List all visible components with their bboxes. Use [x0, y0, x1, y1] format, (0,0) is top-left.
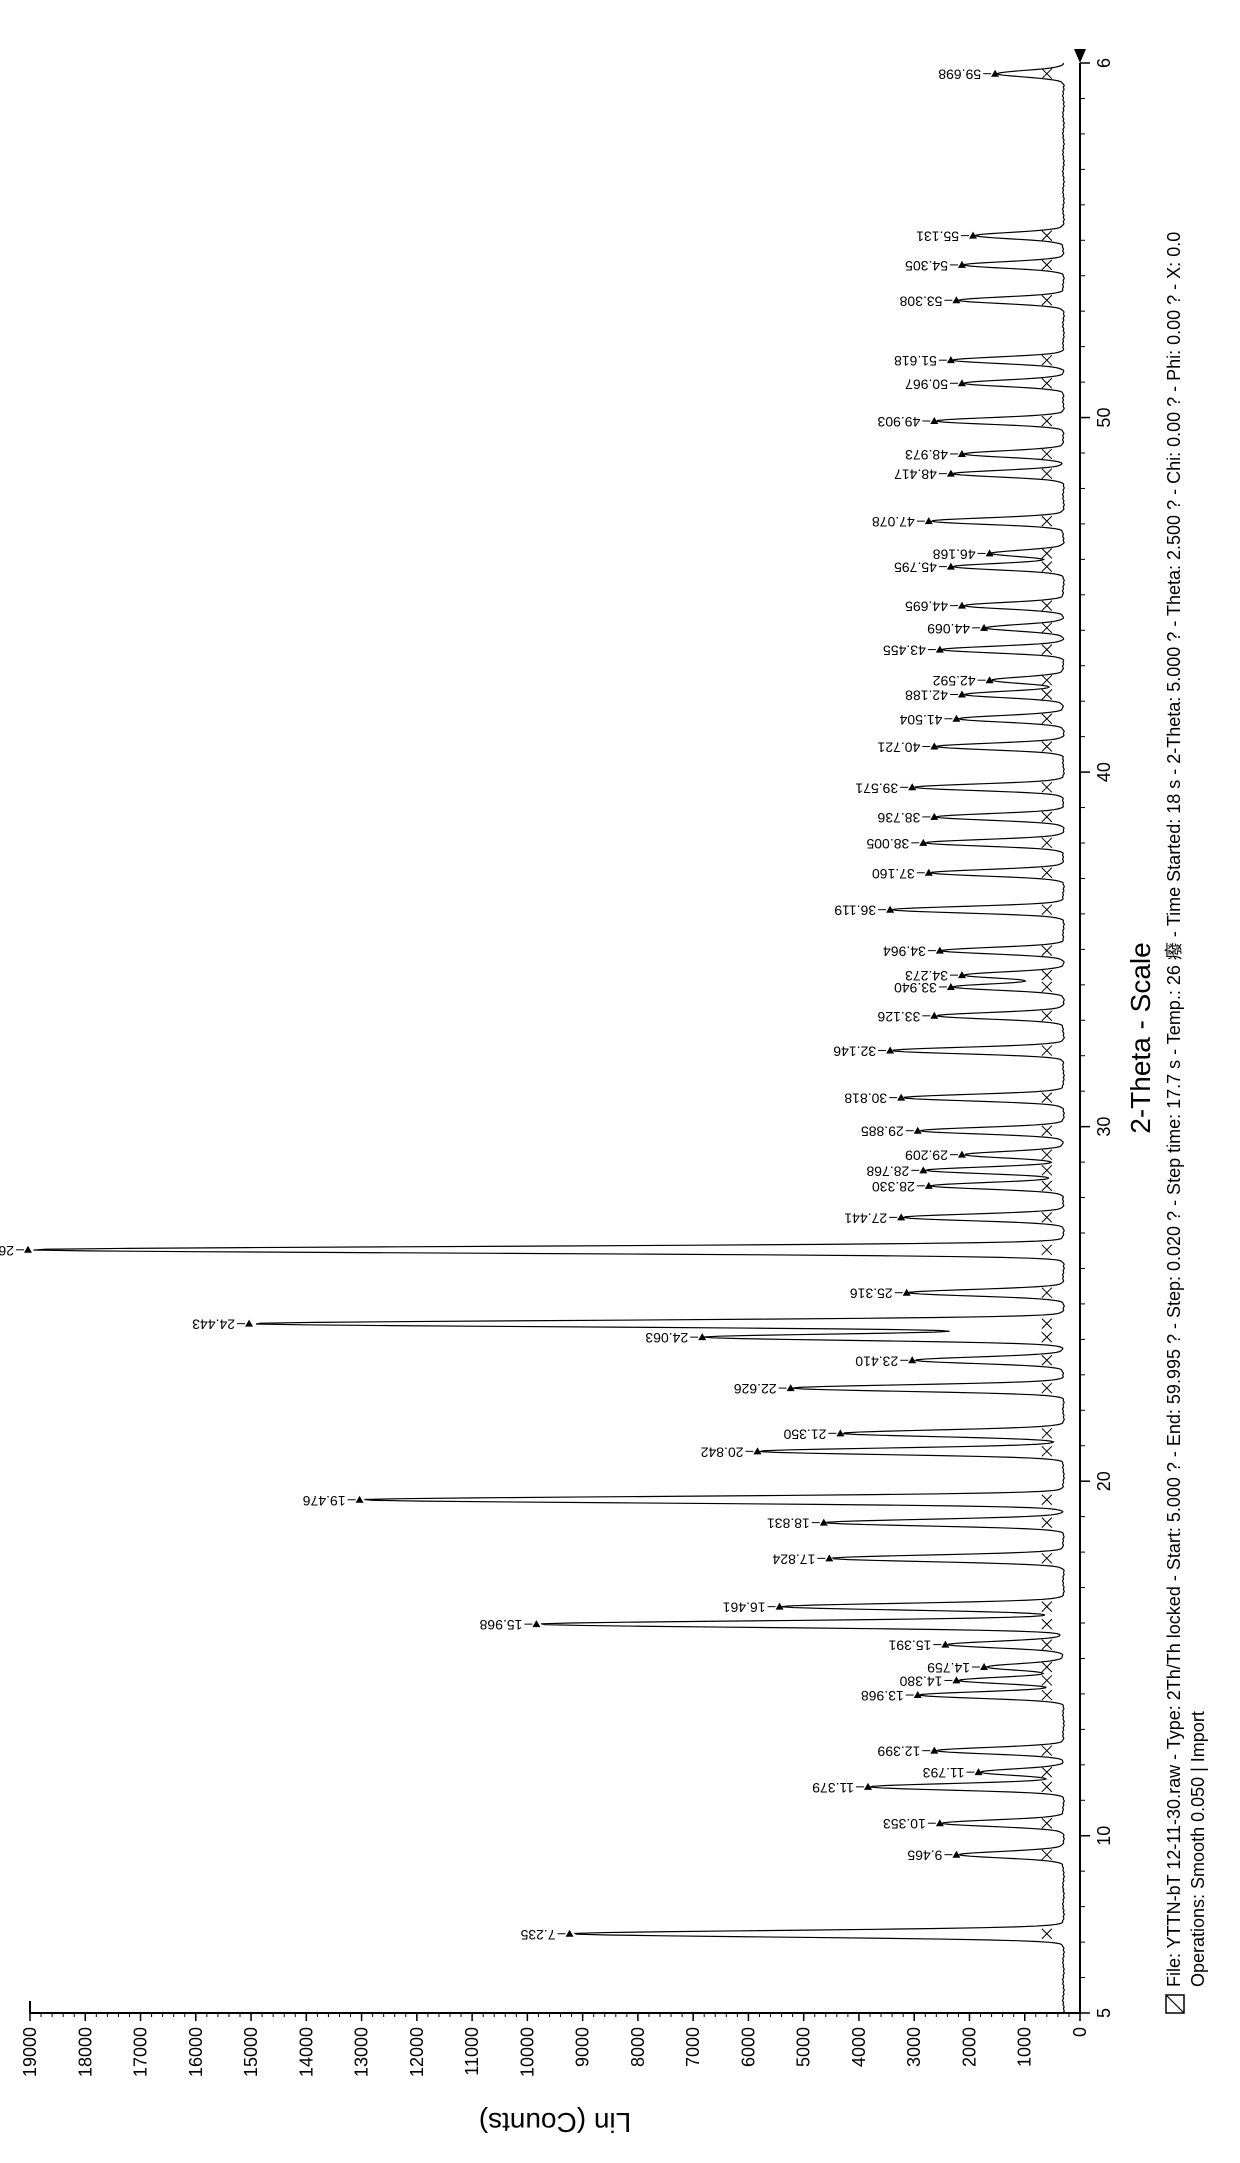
peak-label: 38.005	[866, 836, 909, 852]
peak-label: 34.964	[883, 944, 926, 960]
peak-label: 59.698	[938, 67, 981, 83]
peak-label: 38.736	[877, 810, 920, 826]
peak-label: 28.330	[872, 1179, 915, 1195]
peak-label: 32.146	[833, 1044, 876, 1060]
y-tick-label: 5000	[794, 2027, 814, 2067]
peak-label: 29.885	[861, 1124, 904, 1140]
x-tick-label: 20	[1094, 1471, 1114, 1491]
peak-label: 39.571	[855, 780, 898, 796]
peak-label: 34.273	[905, 968, 948, 984]
peak-label: 54.305	[905, 258, 948, 274]
y-tick-label: 15000	[241, 2027, 261, 2077]
peak-label: 24.443	[192, 1317, 235, 1333]
peak-label: 46.168	[933, 546, 976, 562]
peak-label: 49.903	[877, 414, 920, 430]
peak-label: 45.795	[894, 560, 937, 576]
peak-label: 17.824	[772, 1551, 815, 1567]
peak-label: 55.131	[916, 229, 959, 245]
peak-label: 29.209	[905, 1148, 948, 1164]
x-tick-label: 30	[1094, 1117, 1114, 1137]
y-tick-label: 9000	[573, 2027, 593, 2067]
peak-label: 20.842	[700, 1444, 743, 1460]
peak-label: 42.592	[933, 673, 976, 689]
y-tick-label: 13000	[352, 2027, 372, 2077]
y-tick-label: 14000	[296, 2027, 316, 2077]
y-tick-label: 7000	[683, 2027, 703, 2067]
peak-label: 12.399	[877, 1744, 920, 1760]
rotated-content: 0 1000 2000 3000 4000 5000 6000 7000 8000 9000 100…	[0, 0, 1240, 2163]
peak-label: 50.967	[905, 376, 948, 392]
y-tick-label: 10000	[517, 2027, 537, 2077]
peak-label: 28.768	[866, 1163, 909, 1179]
x-tick-label: 50	[1094, 408, 1114, 428]
y-tick-label: 11000	[462, 2027, 482, 2076]
peak-label: 11.379	[812, 1780, 854, 1796]
footer-line-2: Operations: Smooth 0.050 | Import	[1188, 1711, 1208, 1987]
y-tick-label: 2000	[959, 2027, 979, 2067]
y-tick-label: 18000	[75, 2027, 95, 2077]
peak-label: 19.476	[303, 1493, 346, 1509]
peak-label: 41.504	[899, 712, 942, 728]
peak-label: 22.626	[734, 1381, 777, 1397]
peak-label: 51.618	[894, 353, 937, 369]
x-tick-label: 40	[1094, 762, 1114, 782]
peak-label: 47.078	[872, 514, 915, 530]
peak-label: 27.441	[844, 1210, 887, 1226]
x-axis-label: 2-Theta - Scale	[1125, 942, 1156, 1133]
y-tick-label: 19000	[20, 2027, 40, 2077]
y-tick-label: 4000	[849, 2027, 869, 2067]
peak-label: 21.350	[783, 1426, 826, 1442]
y-axis-label: Lin (Counts)	[479, 2107, 632, 2138]
peak-label: 18.831	[767, 1516, 810, 1532]
x-tick-label: 10	[1094, 1826, 1114, 1846]
peak-label: 9.465	[907, 1848, 942, 1864]
peak-label: 40.721	[877, 740, 920, 756]
peak-label: 11.793	[923, 1765, 965, 1781]
peak-label: 36.119	[834, 903, 876, 919]
peak-label: 25.316	[850, 1286, 893, 1302]
y-tick-label: 3000	[904, 2027, 924, 2067]
footer-line-1: File: YTTN-bT 12-11-30.raw - Type: 2Th/T…	[1164, 232, 1184, 1987]
peak-label: 48.417	[894, 467, 937, 483]
peak-label: 14.759	[927, 1660, 970, 1676]
peak-label: 43.455	[883, 643, 926, 659]
x-tick-label: 5	[1094, 2008, 1114, 2018]
peak-label: 26.526	[0, 1243, 14, 1259]
peak-label: 10.353	[883, 1816, 926, 1832]
svg-text:6: 6	[1094, 58, 1114, 68]
y-tick-label: 6000	[738, 2027, 758, 2067]
xrd-chart: 0 1000 2000 3000 4000 5000 6000 7000 8000 9000 100…	[0, 0, 1240, 2163]
y-tick-label: 16000	[186, 2027, 206, 2077]
y-tick-label: 1000	[1015, 2027, 1035, 2067]
peak-label: 33.126	[877, 1009, 920, 1025]
y-tick-label: 12000	[407, 2027, 427, 2077]
y-tick-label: 17000	[131, 2027, 151, 2077]
peak-label: 44.069	[927, 621, 970, 637]
peak-label: 16.461	[723, 1600, 766, 1616]
peak-label: 23.410	[855, 1353, 898, 1369]
peak-label: 44.695	[905, 599, 948, 615]
peak-label: 30.818	[844, 1091, 887, 1107]
peak-label: 48.973	[905, 447, 948, 463]
y-tick-label: 8000	[628, 2027, 648, 2067]
page-stage: 0 1000 2000 3000 4000 5000 6000 7000 8000 9000 100…	[0, 0, 1240, 2163]
peak-label: 15.968	[479, 1617, 522, 1633]
peak-label: 13.968	[861, 1688, 904, 1704]
y-tick-label: 0	[1070, 2027, 1090, 2037]
peak-label: 37.160	[872, 866, 915, 882]
peak-label: 15.391	[888, 1638, 931, 1654]
peak-label: 7.235	[520, 1927, 555, 1943]
peak-label: 24.063	[645, 1330, 688, 1346]
peak-label: 53.308	[899, 293, 942, 309]
